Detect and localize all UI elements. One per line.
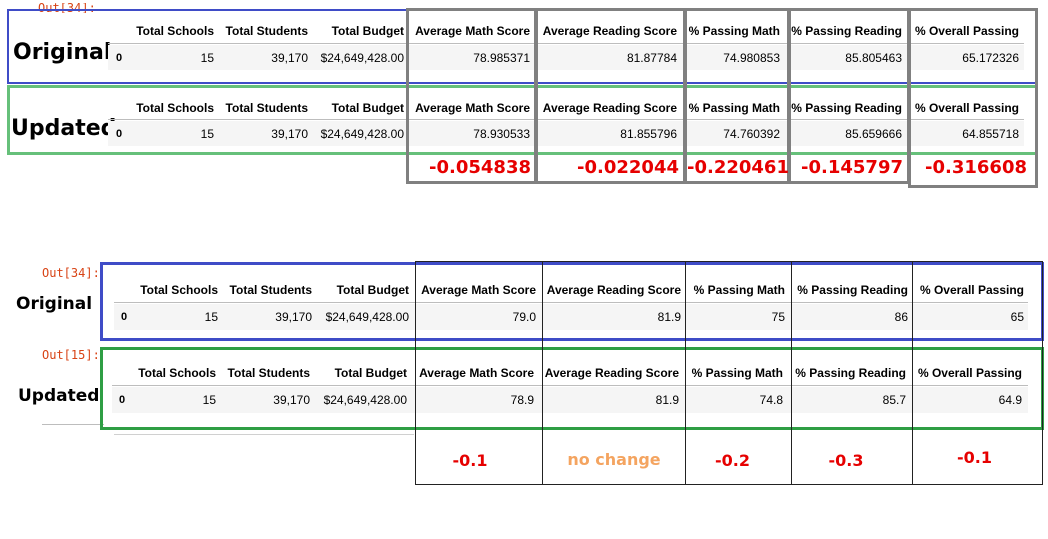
- row-index: 0: [116, 128, 123, 140]
- diff-overall-passing: -0.316608: [925, 157, 1027, 178]
- header-average-math-score: Average Math Score: [415, 101, 530, 115]
- cell-divider: [42, 424, 104, 425]
- header-passing-math: % Passing Math: [693, 283, 785, 297]
- table-row-background: [108, 121, 1024, 146]
- cell-total-budget: $24,649,428.00: [325, 310, 409, 324]
- cell-total-schools: 15: [202, 393, 216, 407]
- cell-passing-math: 75: [771, 310, 785, 324]
- diff-math: -0.054838: [429, 157, 531, 178]
- header-total-students: Total Students: [227, 366, 310, 380]
- header-passing-math: % Passing Math: [688, 101, 780, 115]
- row-index: 0: [119, 394, 126, 406]
- header-average-reading-score: Average Reading Score: [544, 366, 679, 380]
- header-total-students: Total Students: [225, 101, 308, 115]
- header-passing-reading: % Passing Reading: [791, 24, 902, 38]
- output-prompt: Out[15]:: [42, 348, 100, 362]
- diff-passing-math: -0.220461: [687, 157, 789, 178]
- diff-reading: no change: [567, 450, 661, 469]
- output-prompt: Out[34]:: [42, 266, 100, 280]
- cell-passing-reading: 85.7: [882, 393, 906, 407]
- cell-average-reading-score: 81.9: [655, 393, 679, 407]
- table-row-background: [114, 304, 1028, 330]
- cell-total-budget: $24,649,428.00: [320, 51, 404, 65]
- diff-math: -0.1: [452, 451, 488, 470]
- cell-passing-math: 74.760392: [723, 127, 780, 141]
- header-total-schools: Total Schools: [136, 24, 214, 38]
- header-total-students: Total Students: [229, 283, 312, 297]
- header-divider: [114, 302, 1028, 303]
- header-total-schools: Total Schools: [138, 366, 216, 380]
- highlight-box-overall-passing: [908, 8, 1038, 188]
- diff-passing-math: -0.2: [715, 451, 750, 470]
- original-label: Original: [13, 40, 112, 65]
- header-average-math-score: Average Math Score: [415, 24, 530, 38]
- cell-overall-passing: 65.172326: [962, 51, 1019, 65]
- cell-passing-reading: 86: [894, 310, 908, 324]
- cell-passing-reading: 85.659666: [845, 127, 902, 141]
- cell-overall-passing: 65: [1010, 310, 1024, 324]
- row-index: 0: [121, 311, 128, 323]
- header-divider: [108, 43, 1024, 44]
- output-prompt: Out[34]:: [38, 3, 96, 13]
- cell-total-schools: 15: [200, 51, 214, 65]
- cell-total-students: 39,170: [271, 127, 308, 141]
- table-row-background: [112, 387, 1028, 413]
- cell-total-schools: 15: [200, 127, 214, 141]
- cell-total-students: 39,170: [273, 393, 310, 407]
- header-passing-reading: % Passing Reading: [791, 101, 902, 115]
- cell-average-reading-score: 81.87784: [626, 51, 677, 65]
- header-passing-math: % Passing Math: [691, 366, 783, 380]
- cell-average-reading-score: 81.855796: [620, 127, 677, 141]
- header-total-schools: Total Schools: [140, 283, 218, 297]
- header-total-budget: Total Budget: [334, 366, 407, 380]
- cell-total-budget: $24,649,428.00: [323, 393, 407, 407]
- cell-total-schools: 15: [204, 310, 218, 324]
- header-total-budget: Total Budget: [336, 283, 409, 297]
- header-total-schools: Total Schools: [136, 101, 214, 115]
- cell-total-students: 39,170: [275, 310, 312, 324]
- cell-passing-math: 74.8: [759, 393, 783, 407]
- header-passing-reading: % Passing Reading: [795, 366, 906, 380]
- header-total-students: Total Students: [225, 24, 308, 38]
- cell-passing-math: 74.980853: [723, 51, 780, 65]
- row-index: 0: [116, 52, 123, 64]
- header-overall-passing: % Overall Passing: [914, 24, 1019, 38]
- header-overall-passing: % Overall Passing: [914, 101, 1019, 115]
- header-average-math-score: Average Math Score: [419, 366, 534, 380]
- diff-passing-reading: -0.3: [828, 451, 864, 470]
- original-label: Original: [16, 294, 93, 314]
- updated-label: Updated: [18, 386, 100, 406]
- cell-average-math-score: 79.0: [512, 310, 536, 324]
- cell-total-students: 39,170: [271, 51, 308, 65]
- header-average-reading-score: Average Reading Score: [546, 283, 681, 297]
- header-divider: [112, 385, 1028, 386]
- header-average-reading-score: Average Reading Score: [542, 101, 677, 115]
- cell-overall-passing: 64.855718: [962, 127, 1019, 141]
- header-overall-passing: % Overall Passing: [917, 366, 1022, 380]
- header-overall-passing: % Overall Passing: [919, 283, 1024, 297]
- header-total-budget: Total Budget: [331, 101, 404, 115]
- table-row-background: [108, 45, 1024, 70]
- cell-divider: [114, 434, 414, 435]
- cell-average-math-score: 78.930533: [473, 127, 530, 141]
- header-average-reading-score: Average Reading Score: [542, 24, 677, 38]
- cell-average-math-score: 78.9: [510, 393, 534, 407]
- diff-passing-reading: -0.145797: [801, 157, 903, 178]
- header-divider: [108, 119, 1024, 120]
- header-passing-math: % Passing Math: [688, 24, 780, 38]
- diff-reading: -0.022044: [577, 157, 679, 178]
- header-average-math-score: Average Math Score: [421, 283, 536, 297]
- cell-average-reading-score: 81.9: [657, 310, 681, 324]
- diff-overall-passing: -0.1: [957, 448, 992, 467]
- cell-average-math-score: 78.985371: [473, 51, 530, 65]
- highlight-box-overall-passing: [912, 261, 1043, 485]
- header-total-budget: Total Budget: [331, 24, 404, 38]
- updated-label: Updated: [11, 116, 117, 141]
- header-passing-reading: % Passing Reading: [797, 283, 908, 297]
- cell-total-budget: $24,649,428.00: [320, 127, 404, 141]
- cell-passing-reading: 85.805463: [845, 51, 902, 65]
- cell-overall-passing: 64.9: [998, 393, 1022, 407]
